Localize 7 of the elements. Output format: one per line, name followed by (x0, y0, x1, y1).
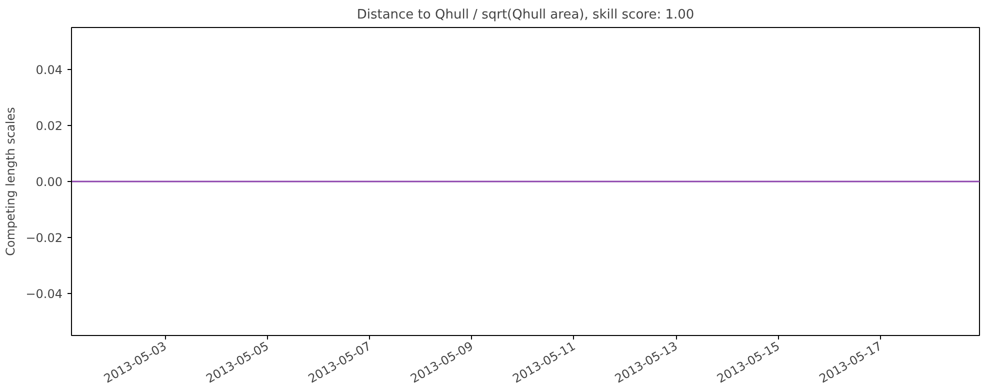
y-tick-label: 0.02 (36, 119, 62, 133)
y-axis-title: Competing length scales (4, 107, 18, 256)
y-tick-label: −0.04 (26, 287, 63, 301)
y-tick-label: 0.00 (36, 175, 62, 189)
y-tick-label: −0.02 (26, 231, 63, 245)
chart-title: Distance to Qhull / sqrt(Qhull area), skill score: 1.00 (356, 8, 694, 22)
y-tick-label: 0.04 (36, 63, 62, 77)
